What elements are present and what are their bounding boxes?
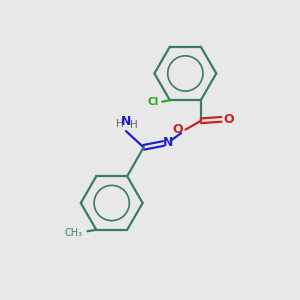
Text: Cl: Cl — [147, 97, 159, 107]
Text: H: H — [130, 120, 138, 130]
Text: O: O — [173, 123, 183, 136]
Text: N: N — [121, 115, 131, 128]
Text: N: N — [163, 136, 173, 149]
Text: CH₃: CH₃ — [65, 228, 83, 238]
Text: H: H — [116, 119, 124, 129]
Text: O: O — [224, 113, 234, 126]
